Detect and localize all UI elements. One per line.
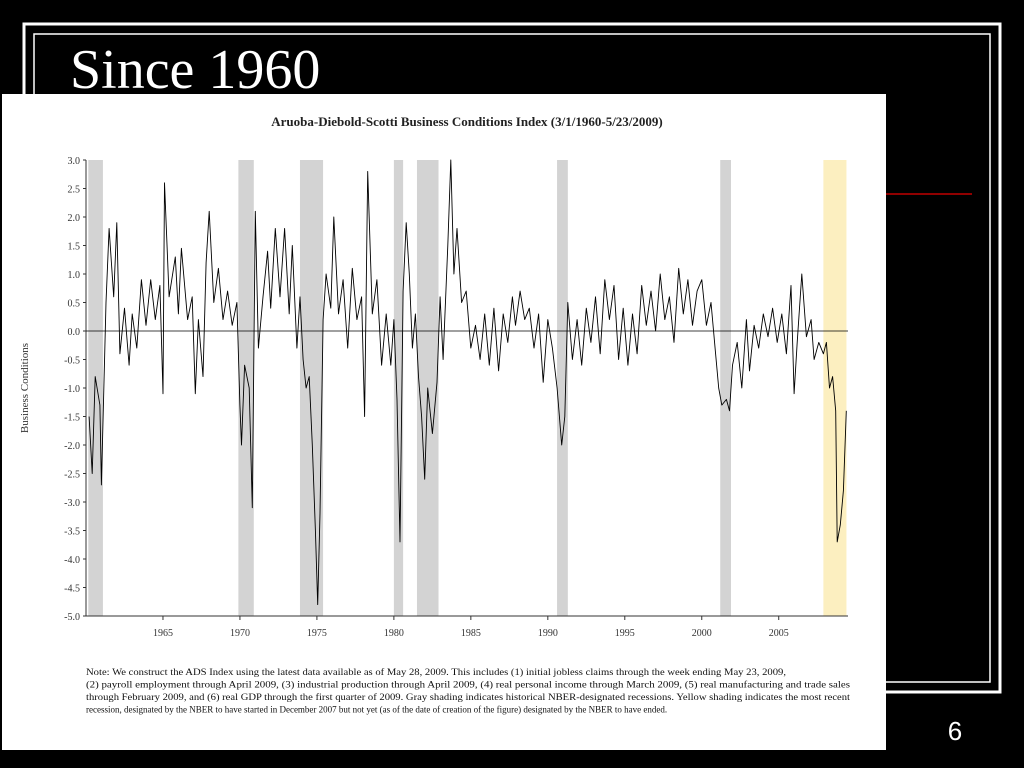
y-tick-label: 1.0: [68, 270, 81, 281]
y-tick-label: 2.5: [68, 185, 81, 196]
y-tick-label: -3.0: [64, 498, 80, 509]
note-line: Note: We construct the ADS Index using t…: [86, 667, 786, 677]
index-line: [88, 159, 847, 606]
shaded-period: [238, 160, 254, 616]
x-tick-label: 1970: [230, 628, 250, 639]
chart-title: Aruoba-Diebold-Scotti Business Condition…: [271, 114, 663, 129]
shaded-period: [393, 160, 404, 616]
slide-title: Since 1960: [70, 39, 320, 101]
y-tick-label: -2.0: [64, 441, 80, 452]
y-tick-label: -5.0: [64, 612, 80, 623]
y-tick-label: -1.5: [64, 413, 80, 424]
x-tick-label: 1990: [538, 628, 558, 639]
y-tick-label: -0.5: [64, 356, 80, 367]
x-tick-label: 1980: [384, 628, 404, 639]
shaded-period: [557, 160, 568, 616]
shaded-period: [823, 160, 847, 616]
y-axis-label: Business Conditions: [19, 343, 31, 433]
page-number: 6: [948, 716, 962, 746]
note-line: through February 2009, and (6) real GDP …: [86, 692, 851, 702]
shaded-period: [299, 160, 324, 616]
x-tick-label: 2005: [769, 628, 789, 639]
shaded-period: [720, 160, 732, 616]
y-tick-label: -2.5: [64, 470, 80, 481]
y-tick-label: -3.5: [64, 527, 80, 538]
y-tick-label: -4.5: [64, 584, 80, 595]
chart-image: [2, 94, 886, 750]
y-tick-label: -4.0: [64, 555, 80, 566]
y-tick-label: 2.0: [68, 213, 81, 224]
y-tick-label: 3.0: [68, 156, 81, 167]
shaded-period: [88, 160, 103, 616]
x-tick-label: 1985: [461, 628, 481, 639]
y-tick-label: -1.0: [64, 384, 80, 395]
note-line: recession, designated by the NBER to hav…: [86, 705, 667, 715]
y-tick-label: 0.5: [68, 299, 81, 310]
x-tick-label: 1965: [153, 628, 173, 639]
note-line: (2) payroll employment through April 200…: [86, 680, 851, 690]
y-tick-label: 1.5: [68, 242, 81, 253]
x-tick-label: 1995: [615, 628, 635, 639]
x-tick-label: 2000: [692, 628, 712, 639]
x-tick-label: 1975: [307, 628, 327, 639]
chart: Aruoba-Diebold-Scotti Business Condition…: [19, 114, 851, 715]
y-tick-label: 0.0: [68, 327, 81, 338]
